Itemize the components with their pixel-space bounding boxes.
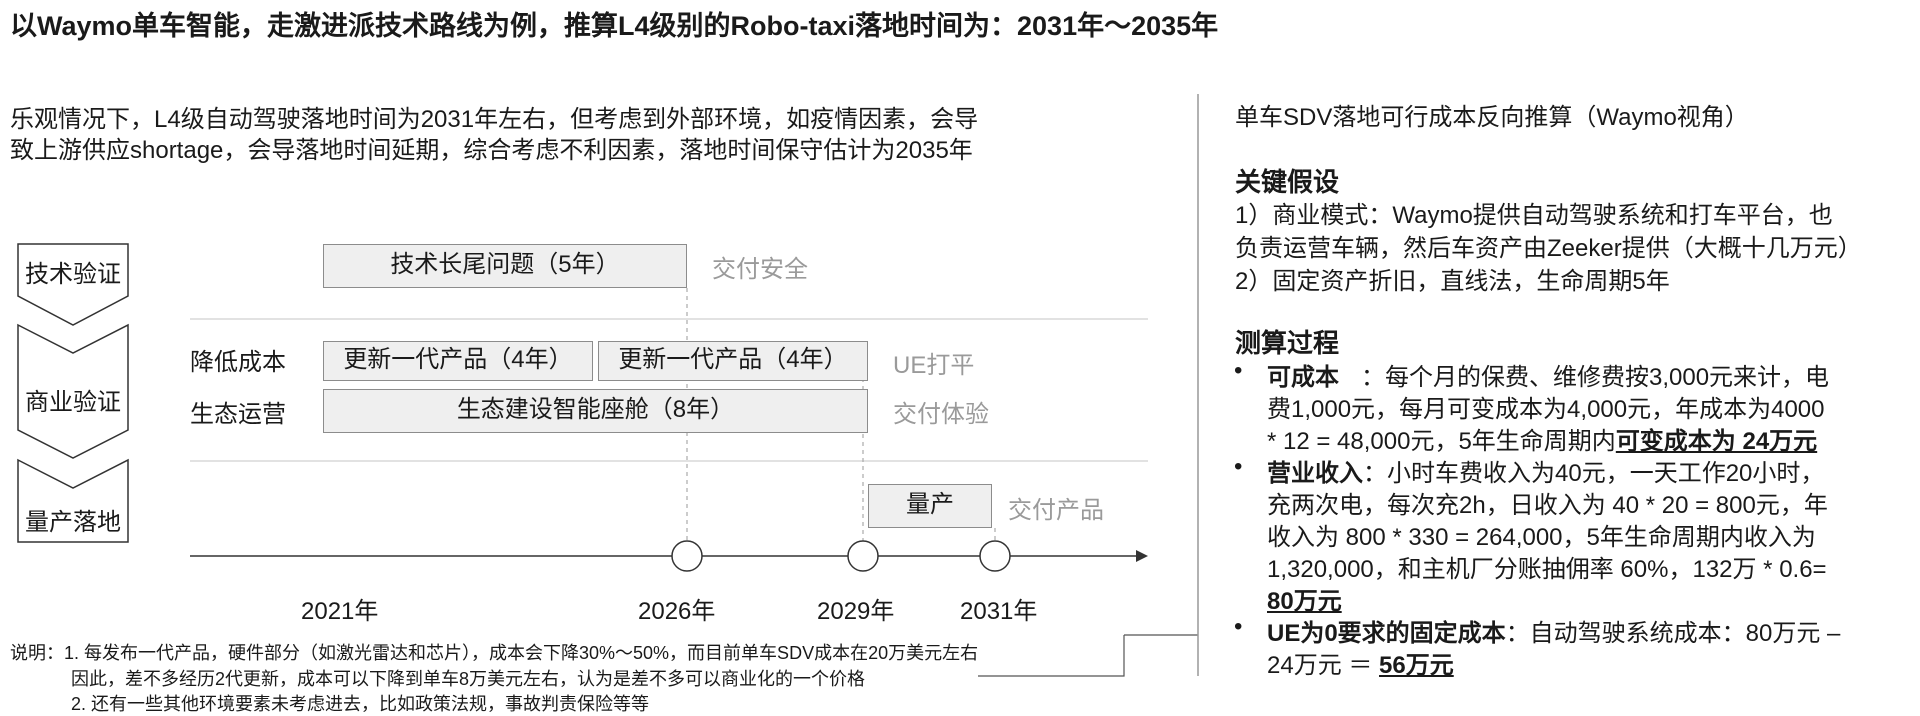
assumption-line-3: 2）固定资产折旧，直线法，生命周期5年 <box>1235 268 1670 295</box>
year-label-2021: 2021年 <box>301 598 379 625</box>
box-longtail: 技术长尾问题（5年） <box>323 244 687 288</box>
box-mass-production: 量产 <box>868 484 992 528</box>
explanation-line-2: 因此，差不多经历2代更新，成本可以下降到单车8万美元左右，认为是差不多可以商业化… <box>71 669 866 689</box>
note-product: 交付产品 <box>1008 497 1104 524</box>
bullet-3-text-1: ：自动驾驶系统成本：80万元 – <box>1505 620 1841 647</box>
stage-label-mass: 量产落地 <box>25 509 121 536</box>
bullet-1-line-3: * 12 = 48,000元，5年生命周期内可变成本为 24万元 <box>1267 421 1817 456</box>
bullet-2-label: 营业收入 <box>1267 460 1363 487</box>
note-ue: UE打平 <box>893 352 975 379</box>
stage-chevron-mass <box>17 458 129 543</box>
page-title: 以Waymo单车智能，走激进派技术路线为例，推算L4级别的Robo-taxi落地… <box>10 11 1219 41</box>
bullet-dot-2: • <box>1234 453 1243 480</box>
note-experience: 交付体验 <box>893 401 989 428</box>
intro-line-2: 致上游供应shortage，会导落地时间延期，综合考虑不利因素，落地时间保守估计… <box>10 137 973 164</box>
box-eco: 生态建设智能座舱（8年） <box>323 389 868 433</box>
bullet-2-line-1: 营业收入：小时车费收入为40元，一天工作20小时， <box>1267 453 1824 488</box>
note-safety: 交付安全 <box>712 256 808 283</box>
row-label-cost: 降低成本 <box>190 349 286 376</box>
bullet-3-text-2: 24万元 ＝ <box>1267 652 1380 679</box>
bullet-3-label: UE为0要求的固定成本 <box>1267 620 1506 647</box>
milestone-2031 <box>979 540 1011 572</box>
bullet-2-line-3: 收入为 800 * 330 = 264,000，5年生命周期内收入为 <box>1267 524 1816 551</box>
bullet-2-line-4: 1,320,000，和主机厂分账抽佣率 60%，132万 * 0.6= <box>1267 556 1827 583</box>
row-label-eco: 生态运营 <box>190 401 286 428</box>
stage-chevron-tech <box>17 243 129 326</box>
bullet-2-emphasis: 80万元 <box>1267 581 1342 616</box>
box-update-2: 更新一代产品（4年） <box>598 341 868 381</box>
bullet-3-line-1: UE为0要求的固定成本：自动驾驶系统成本：80万元 – <box>1267 613 1840 648</box>
assumption-line-2: 负责运营车辆，然后车资产由Zeeker提供（大概十几万元） <box>1235 235 1862 262</box>
bullet-3-emphasis: 56万元 <box>1379 652 1454 679</box>
bullet-2-emphasis-text: 80万元 <box>1267 588 1342 615</box>
stage-label-tech: 技术验证 <box>25 261 121 288</box>
bullet-dot-3: • <box>1234 613 1243 640</box>
right-subtitle: 单车SDV落地可行成本反向推算（Waymo视角） <box>1235 104 1749 131</box>
bullet-1-line-1: 可成本 ：每个月的保费、维修费按3,000元来计，电 <box>1267 357 1829 392</box>
bullet-1-label: 可成本 <box>1267 364 1339 391</box>
stage-chevron-business <box>17 323 129 459</box>
assumptions-heading: 关键假设 <box>1235 167 1340 197</box>
bullet-1-line-2: 费1,000元，每月可变成本为4,000元，年成本为4000 <box>1267 396 1825 423</box>
year-label-2031: 2031年 <box>960 598 1038 625</box>
bullet-3-line-2: 24万元 ＝ 56万元 <box>1267 645 1454 680</box>
stage-label-business: 商业验证 <box>25 389 121 416</box>
year-label-2029: 2029年 <box>817 598 895 625</box>
bullet-2-text-1: ：小时车费收入为40元，一天工作20小时， <box>1363 460 1825 487</box>
milestone-2029 <box>847 540 879 572</box>
bullet-1-text-3: * 12 = 48,000元，5年生命周期内 <box>1267 428 1616 455</box>
assumption-line-1: 1）商业模式：Waymo提供自动驾驶系统和打车平台，也 <box>1235 202 1833 229</box>
timeline-arrowhead <box>1136 550 1148 562</box>
year-label-2026: 2026年 <box>638 598 716 625</box>
bullet-1-text-1: ：每个月的保费、维修费按3,000元来计，电 <box>1361 364 1830 391</box>
intro-line-1: 乐观情况下，L4级自动驾驶落地时间为2031年左右，但考虑到外部环境，如疫情因素… <box>10 106 979 133</box>
milestone-2026 <box>671 540 703 572</box>
bullet-dot-1: • <box>1234 357 1243 384</box>
explanation-line-3: 2. 还有一些其他环境要素未考虑进去，比如政策法规，事故判责保险等等 <box>71 694 650 714</box>
bullet-2-line-2: 充两次电，每次充2h，日收入为 40 * 20 = 800元，年 <box>1267 492 1828 519</box>
explanation-connector <box>978 635 1125 677</box>
process-heading: 测算过程 <box>1235 328 1340 358</box>
box-update-1: 更新一代产品（4年） <box>323 341 593 381</box>
explanation-line-1: 说明：1. 每发布一代产品，硬件部分（如激光雷达和芯片），成本会下降30%～50… <box>10 643 979 663</box>
bullet-1-emphasis: 可变成本为 24万元 <box>1615 428 1818 455</box>
